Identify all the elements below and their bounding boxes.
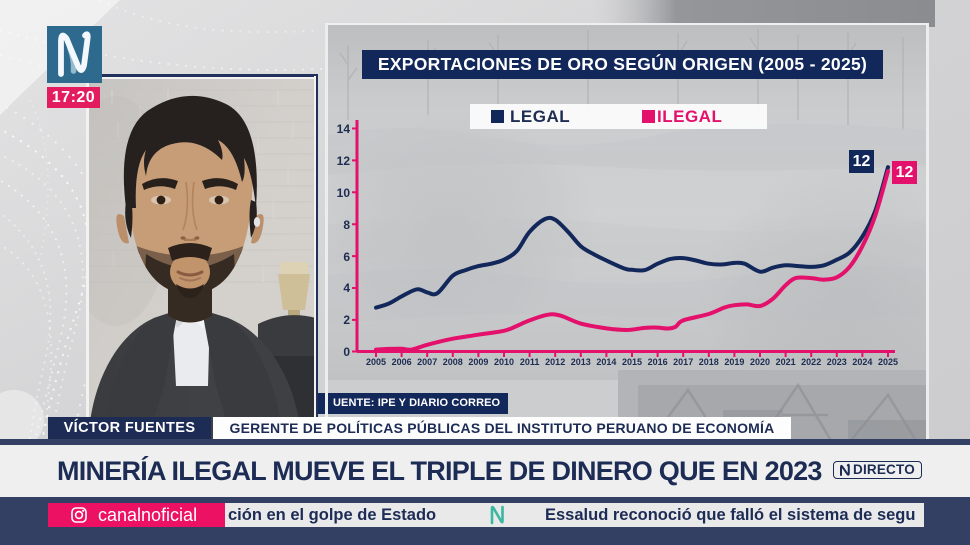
svg-text:2: 2 <box>343 313 350 327</box>
svg-text:2012: 2012 <box>545 357 565 367</box>
svg-text:2014: 2014 <box>596 357 616 367</box>
svg-text:2007: 2007 <box>417 357 437 367</box>
svg-text:2025: 2025 <box>878 357 898 367</box>
svg-text:2005: 2005 <box>366 357 386 367</box>
svg-text:2016: 2016 <box>648 357 668 367</box>
svg-text:12: 12 <box>337 154 351 168</box>
svg-text:2010: 2010 <box>494 357 514 367</box>
svg-text:4: 4 <box>343 281 350 295</box>
svg-text:2023: 2023 <box>827 357 847 367</box>
svg-text:2013: 2013 <box>571 357 591 367</box>
svg-text:2011: 2011 <box>520 357 540 367</box>
svg-text:10: 10 <box>337 186 351 200</box>
svg-text:2006: 2006 <box>392 357 412 367</box>
svg-text:14: 14 <box>337 122 351 136</box>
svg-text:2015: 2015 <box>622 357 642 367</box>
svg-text:2024: 2024 <box>852 357 872 367</box>
svg-text:2017: 2017 <box>673 357 693 367</box>
svg-text:0: 0 <box>343 345 350 359</box>
svg-text:2021: 2021 <box>776 357 796 367</box>
svg-text:2019: 2019 <box>724 357 744 367</box>
svg-text:8: 8 <box>343 218 350 232</box>
svg-text:2022: 2022 <box>801 357 821 367</box>
svg-text:2009: 2009 <box>468 357 488 367</box>
svg-text:2020: 2020 <box>750 357 770 367</box>
svg-text:2018: 2018 <box>699 357 719 367</box>
svg-text:6: 6 <box>343 250 350 264</box>
svg-text:2008: 2008 <box>443 357 463 367</box>
